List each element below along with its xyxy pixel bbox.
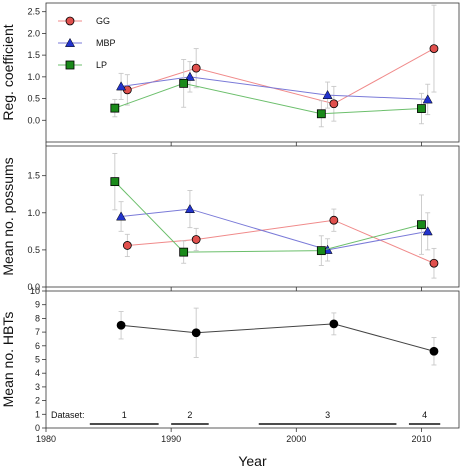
data-point: [429, 258, 439, 268]
y-tick-label: 1: [35, 409, 40, 419]
data-point: [110, 177, 120, 187]
panel-frame: [45, 145, 460, 288]
series-line: [127, 219, 435, 264]
data-point: [116, 320, 126, 330]
dataset-number: 1: [122, 410, 127, 420]
x-axis-title: Year: [238, 453, 267, 469]
x-tick-label: 1990: [161, 434, 181, 444]
data-point: [110, 103, 120, 113]
y-tick-label: 0.0: [27, 115, 40, 125]
legend-marker: [65, 60, 75, 70]
data-point: [184, 203, 195, 214]
y-axis-title: Reg. coefficient: [0, 24, 16, 120]
series-hbts: [116, 307, 439, 366]
dataset-annotation: Dataset: 1 2 3 4: [51, 410, 441, 425]
legend-label: GG: [96, 16, 110, 26]
y-tick-label: 5: [35, 355, 40, 365]
panel-bottom: 0 1 2 3 4 5 6 7 8 9 10 Mean no. HBTs Dataset: 1 2 3 4: [0, 286, 460, 433]
y-tick-label: 8: [35, 313, 40, 323]
data-point: [329, 319, 339, 329]
dataset-number: 4: [422, 410, 427, 420]
data-point: [422, 94, 433, 104]
series-mbp: [116, 190, 433, 262]
y-tick-label: 0.5: [27, 94, 40, 104]
series-line: [121, 76, 428, 100]
y-axis-title: Mean no. possums: [0, 157, 16, 275]
series-line: [127, 48, 435, 105]
data-point: [417, 104, 426, 113]
series-line: [121, 208, 428, 251]
data-point: [116, 211, 127, 221]
panel-middle: 0.0 0.5 1.0 1.5 Mean no. possums: [0, 145, 460, 292]
y-tick-label: 7: [35, 327, 40, 337]
legend-label: MBP: [96, 38, 116, 48]
y-tick-label: 2.0: [27, 28, 40, 38]
y-tick-label: 4: [35, 368, 40, 378]
series-gg: [122, 4, 439, 122]
legend-marker: [65, 16, 75, 26]
data-point: [191, 328, 201, 338]
y-tick-label: 9: [35, 300, 40, 310]
y-tick-label: 1.5: [27, 171, 40, 181]
y-tick-label: 6: [35, 341, 40, 351]
data-point: [179, 78, 189, 88]
data-point: [417, 220, 426, 230]
series-line: [121, 323, 435, 352]
y-tick-label: 2.5: [27, 7, 40, 17]
y-tick-label: 10: [30, 286, 40, 296]
legend-label: LP: [96, 60, 107, 70]
series-gg: [122, 208, 439, 279]
dataset-number: 3: [325, 410, 330, 420]
legend: GG MBP LP: [58, 16, 116, 70]
data-point: [116, 81, 127, 91]
dataset-label: Dataset:: [51, 410, 85, 420]
panel-top: 0.0 0.5 1.0 1.5 2.0 2.5 Reg. coefficient GG MBP L…: [0, 2, 460, 146]
data-point: [322, 89, 333, 100]
data-point: [329, 215, 339, 225]
data-point: [429, 44, 439, 54]
y-tick-label: 3: [35, 382, 40, 392]
x-tick-label: 2000: [286, 434, 306, 444]
data-point: [316, 246, 326, 256]
y-tick-label: 2: [35, 396, 40, 406]
y-tick-label: 0: [35, 423, 40, 433]
data-point: [329, 99, 339, 109]
data-point: [191, 63, 201, 73]
series-lp: [110, 152, 426, 266]
data-point: [422, 226, 433, 236]
data-point: [191, 235, 201, 244]
legend-marker: [64, 37, 76, 47]
series-line: [114, 82, 422, 115]
x-tick-label: 2010: [411, 434, 431, 444]
x-tick-label: 1980: [36, 434, 56, 444]
data-point: [316, 109, 326, 119]
dataset-number: 2: [187, 410, 192, 420]
panel-frame: [45, 2, 460, 143]
y-tick-label: 1.5: [27, 50, 40, 60]
series-mbp: [116, 61, 433, 116]
panel-frame: [45, 290, 460, 429]
data-point: [179, 247, 189, 257]
data-point: [122, 241, 132, 250]
series-line: [114, 181, 422, 253]
y-tick-label: 1.0: [27, 208, 40, 218]
y-tick-label: 0.0: [27, 282, 40, 292]
y-axis-title: Mean no. HBTs: [0, 312, 16, 408]
y-tick-label: 0.5: [27, 245, 40, 255]
y-tick-label: 1.0: [27, 72, 40, 82]
data-point: [429, 346, 439, 356]
data-point: [184, 71, 195, 81]
series-lp: [110, 59, 426, 128]
